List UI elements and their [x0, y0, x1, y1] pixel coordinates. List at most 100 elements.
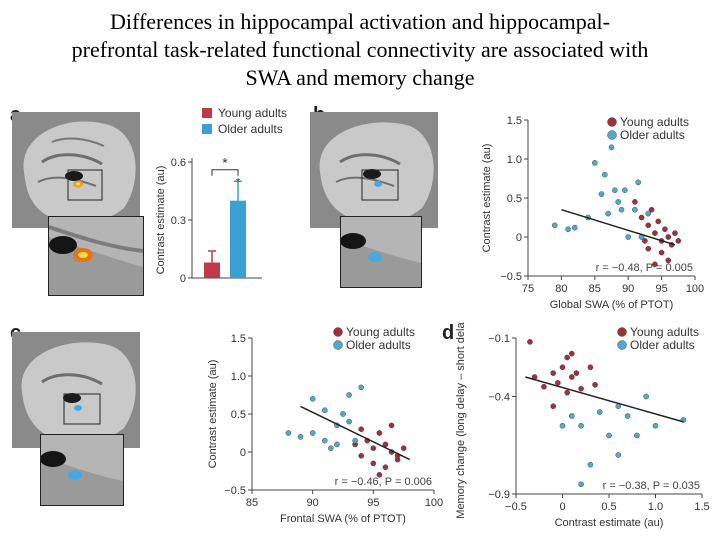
- stats-annotation: r = −0.46, P = 0.006: [335, 476, 432, 488]
- x-tick-label: 100: [425, 497, 443, 509]
- young-point: [394, 456, 401, 463]
- older-point: [578, 422, 584, 429]
- young-point: [569, 350, 575, 357]
- y-tick-label: 0.6: [171, 157, 186, 169]
- y-tick-label: 0: [180, 273, 186, 285]
- x-tick-label: 90: [622, 283, 634, 295]
- older-point: [587, 461, 594, 468]
- y-tick-label: −0.5: [224, 485, 246, 497]
- young-point: [648, 206, 655, 213]
- young-point: [527, 339, 533, 345]
- x-tick-label: 95: [367, 497, 379, 509]
- legend-label: Older adults: [218, 122, 283, 136]
- young-point: [642, 238, 648, 244]
- young-point: [564, 354, 570, 361]
- older-point: [608, 144, 615, 151]
- young-point: [587, 364, 594, 371]
- title-line-2: prefrontal task-related functional conne…: [71, 37, 649, 62]
- y-axis-label: Contrast estimate (au): [155, 166, 167, 275]
- title-line-1: Differences in hippocampal activation an…: [110, 9, 610, 34]
- young-point: [672, 230, 678, 236]
- young-point: [370, 445, 377, 451]
- legend-marker: [333, 327, 343, 337]
- older-point: [632, 206, 638, 213]
- older-point: [606, 432, 612, 439]
- x-axis-label: Global SWA (% of PTOT): [550, 299, 673, 311]
- legend-marker: [333, 340, 343, 350]
- legend-label: Young adults: [620, 115, 689, 129]
- brain-image-c: [12, 332, 140, 448]
- older-point: [592, 160, 598, 166]
- legend-label: Young adults: [218, 106, 287, 120]
- older-point: [559, 422, 566, 429]
- x-tick-label: 85: [246, 497, 258, 509]
- older-point: [615, 199, 621, 205]
- stats-annotation: r = −0.48, P = 0.005: [596, 262, 693, 274]
- young-point: [573, 370, 580, 376]
- y-tick-label: 1.5: [507, 115, 522, 127]
- legend-label: Older adults: [620, 128, 685, 142]
- y-axis-label: Contrast estimate (au): [481, 144, 493, 253]
- older-point: [565, 226, 571, 232]
- older-point: [328, 445, 334, 451]
- legend-label: Young adults: [346, 325, 415, 339]
- stats-annotation: r = −0.38, P = 0.035: [603, 480, 700, 492]
- x-tick-label: 80: [555, 283, 567, 295]
- brain-section-c: [12, 332, 140, 448]
- x-tick-label: 100: [686, 283, 704, 295]
- older-point: [340, 411, 346, 417]
- zoom-section-c: [41, 435, 123, 505]
- young-point: [658, 249, 665, 256]
- chart-d: −0.5 0 0.5 1.0 1.5 −0.9 −0.4 −0.1 Contrast estim…: [455, 322, 710, 529]
- young-point: [559, 364, 566, 371]
- y-tick-label: −0.5: [500, 271, 522, 283]
- older-point: [625, 234, 631, 240]
- older-point: [643, 393, 649, 400]
- young-point: [592, 382, 598, 388]
- y-tick-label: 1.0: [507, 154, 522, 166]
- fit-line: [525, 376, 684, 423]
- x-tick-label: 75: [522, 283, 534, 295]
- brain-section-a: [12, 112, 140, 228]
- x-tick-label: −0.5: [505, 501, 527, 513]
- legend-marker: [617, 340, 627, 350]
- legend-marker: [607, 130, 617, 140]
- older-point: [322, 437, 328, 444]
- x-tick-label: 95: [655, 283, 667, 295]
- brain-section-b: [310, 112, 438, 228]
- y-tick-label: 0: [240, 447, 246, 459]
- older-point: [346, 392, 352, 398]
- older-point: [624, 413, 631, 419]
- title-line-3: SWA and memory change: [245, 65, 475, 90]
- older-point: [635, 179, 642, 186]
- young-point: [358, 452, 364, 459]
- legend-swatch: [202, 124, 212, 134]
- zoom-image-c: [40, 434, 124, 506]
- older-point: [297, 434, 304, 440]
- x-axis-label: Contrast estimate (au): [555, 517, 664, 529]
- young-point: [645, 245, 652, 252]
- young-point: [675, 238, 682, 244]
- young-point: [652, 261, 658, 268]
- x-axis-label: Frontal SWA (% of PTOT): [280, 513, 406, 525]
- panel-label-d: d: [442, 322, 455, 344]
- legend-label: Older adults: [346, 338, 411, 352]
- chart-c: 85 90 95 100 −0.5 0 0.5 1.0 1.5 Frontal SWA (% of…: [207, 325, 443, 525]
- young-point: [541, 383, 547, 390]
- older-point: [309, 396, 316, 402]
- significance-bracket: [211, 169, 239, 176]
- older-point: [322, 407, 328, 413]
- older-point: [309, 430, 316, 436]
- zoom-image-a: [48, 216, 144, 296]
- x-tick-label: 0: [559, 501, 565, 513]
- legend-marker: [607, 117, 617, 127]
- older-point: [645, 210, 652, 217]
- young-point: [665, 234, 672, 240]
- y-tick-label: 1.0: [231, 371, 246, 383]
- young-point: [645, 222, 652, 229]
- older-point: [602, 171, 608, 178]
- young-point: [569, 374, 575, 380]
- young-point: [550, 370, 556, 376]
- young-point: [652, 230, 658, 236]
